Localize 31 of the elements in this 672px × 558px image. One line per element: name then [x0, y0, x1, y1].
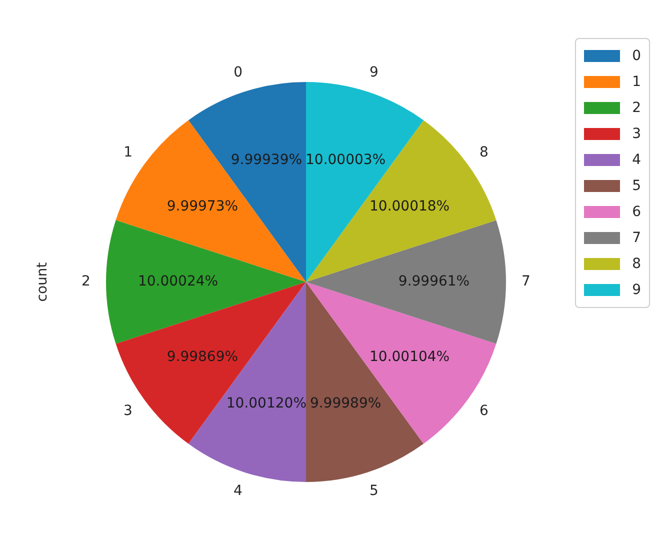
- data-label: 10.00120%: [226, 395, 306, 412]
- slice-label: 4: [234, 482, 243, 499]
- slice-label: 8: [480, 144, 488, 160]
- legend-label: 0: [632, 48, 641, 64]
- legend-label: 8: [632, 256, 641, 272]
- data-label: 10.00018%: [370, 198, 450, 214]
- legend-label: 3: [632, 126, 641, 142]
- legend-label: 9: [632, 282, 641, 298]
- data-label: 10.00024%: [138, 274, 218, 290]
- data-label: 9.99973%: [166, 198, 238, 214]
- slice-label: 1: [124, 144, 132, 160]
- legend-label: 6: [632, 204, 641, 220]
- legend-label: 4: [632, 152, 641, 168]
- data-label: 10.00104%: [370, 348, 450, 365]
- slice-label: 6: [480, 402, 489, 419]
- data-label: 9.99939%: [230, 152, 302, 168]
- slice-label: 2: [82, 274, 90, 290]
- data-label: 9.99989%: [310, 395, 382, 412]
- slice-label: 9: [370, 64, 378, 80]
- slice-label: 3: [124, 402, 132, 419]
- slice-label: 5: [370, 482, 378, 499]
- legend-label: 5: [632, 178, 641, 194]
- legend-label: 7: [632, 230, 641, 246]
- slice-label: 0: [234, 64, 242, 80]
- text: count: [34, 262, 51, 302]
- data-label: 9.99869%: [166, 348, 238, 365]
- data-label: 10.00003%: [306, 152, 386, 168]
- data-label: 9.99961%: [398, 274, 470, 290]
- legend-label: 2: [632, 100, 641, 116]
- legend-label: 1: [632, 74, 641, 90]
- slice-label: 7: [522, 274, 530, 290]
